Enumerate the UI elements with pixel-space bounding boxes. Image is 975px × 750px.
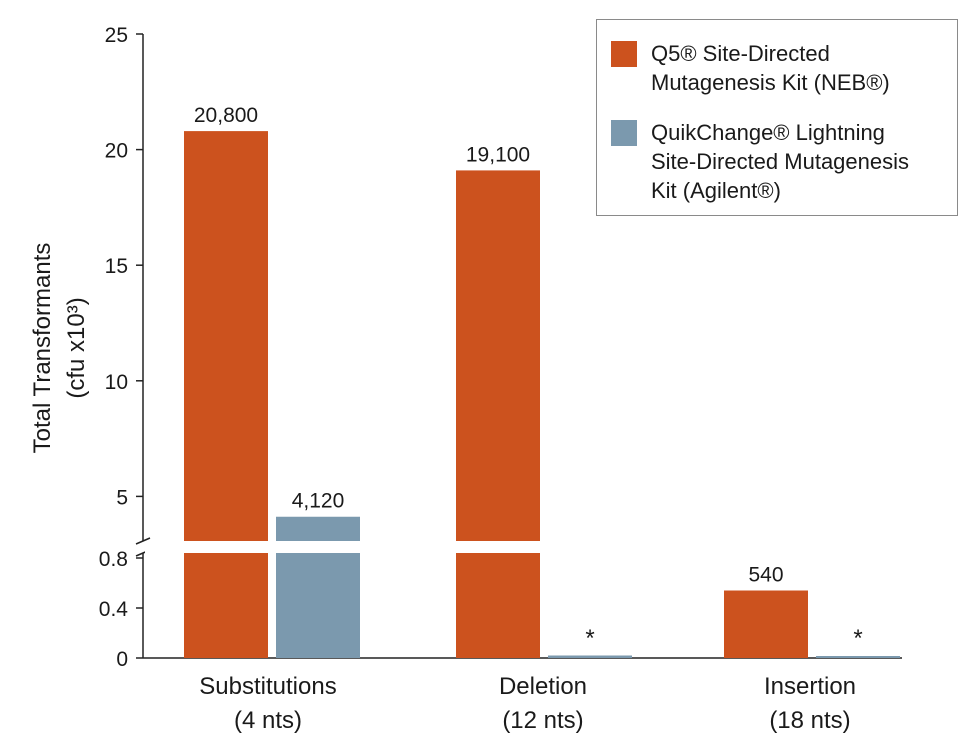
bar-q5 [724, 590, 808, 658]
y-ticks: 0 0.4 0.8 5 10 15 20 25 [99, 24, 143, 671]
x-category-sublabel: (4 nts) [234, 707, 302, 734]
data-label: 19,100 [466, 143, 530, 166]
legend-item-q5: Q5® Site-Directed Mutagenesis Kit (NEB®) [611, 39, 951, 97]
y-axis-unit: (cfu x10³) [63, 297, 90, 398]
axis-break-mark-top [135, 537, 151, 545]
y-tick-label: 0.4 [99, 598, 129, 621]
break-gap [145, 541, 905, 553]
legend-swatch-q5 [611, 41, 637, 67]
bar-quikchange [276, 516, 360, 658]
x-category-label: Insertion [764, 673, 856, 700]
data-label: 20,800 [194, 104, 258, 127]
y-tick-label: 20 [105, 140, 128, 163]
data-label: * [853, 625, 862, 652]
y-tick-label: 0.8 [99, 548, 128, 571]
bar-quikchange [816, 656, 900, 658]
legend-label-quikchange: QuikChange® Lightning Site-Directed Muta… [651, 120, 910, 203]
bar-q5 [456, 170, 540, 658]
y-tick-label: 15 [105, 255, 128, 278]
y-tick-label: 0 [116, 648, 128, 671]
bar-quikchange [548, 655, 632, 658]
x-category-label: Deletion [499, 673, 587, 700]
legend: Q5® Site-Directed Mutagenesis Kit (NEB®)… [596, 19, 958, 216]
y-axis-title: Total Transformants [29, 243, 56, 454]
axis-break-gaps [145, 541, 905, 553]
x-category-labels: Substitutions (4 nts) Deletion (12 nts) Inse… [199, 673, 856, 734]
legend-label-q5: Q5® Site-Directed Mutagenesis Kit (NEB®) [651, 41, 890, 95]
data-label: 540 [748, 564, 783, 587]
y-tick-label: 10 [105, 371, 128, 394]
data-labels: 20,800 19,100 540 4,120 * * [194, 104, 863, 652]
x-category-label: Substitutions [199, 673, 336, 700]
data-label: * [585, 625, 594, 652]
y-tick-label: 5 [116, 486, 128, 509]
legend-item-quikchange: QuikChange® Lightning Site-Directed Muta… [611, 118, 951, 205]
data-label: 4,120 [292, 490, 345, 513]
legend-swatch-quikchange [611, 120, 637, 146]
y-tick-label: 25 [105, 24, 128, 47]
bar-q5 [184, 131, 268, 658]
bars [184, 131, 900, 658]
x-category-sublabel: (18 nts) [769, 707, 850, 734]
x-category-sublabel: (12 nts) [502, 707, 583, 734]
